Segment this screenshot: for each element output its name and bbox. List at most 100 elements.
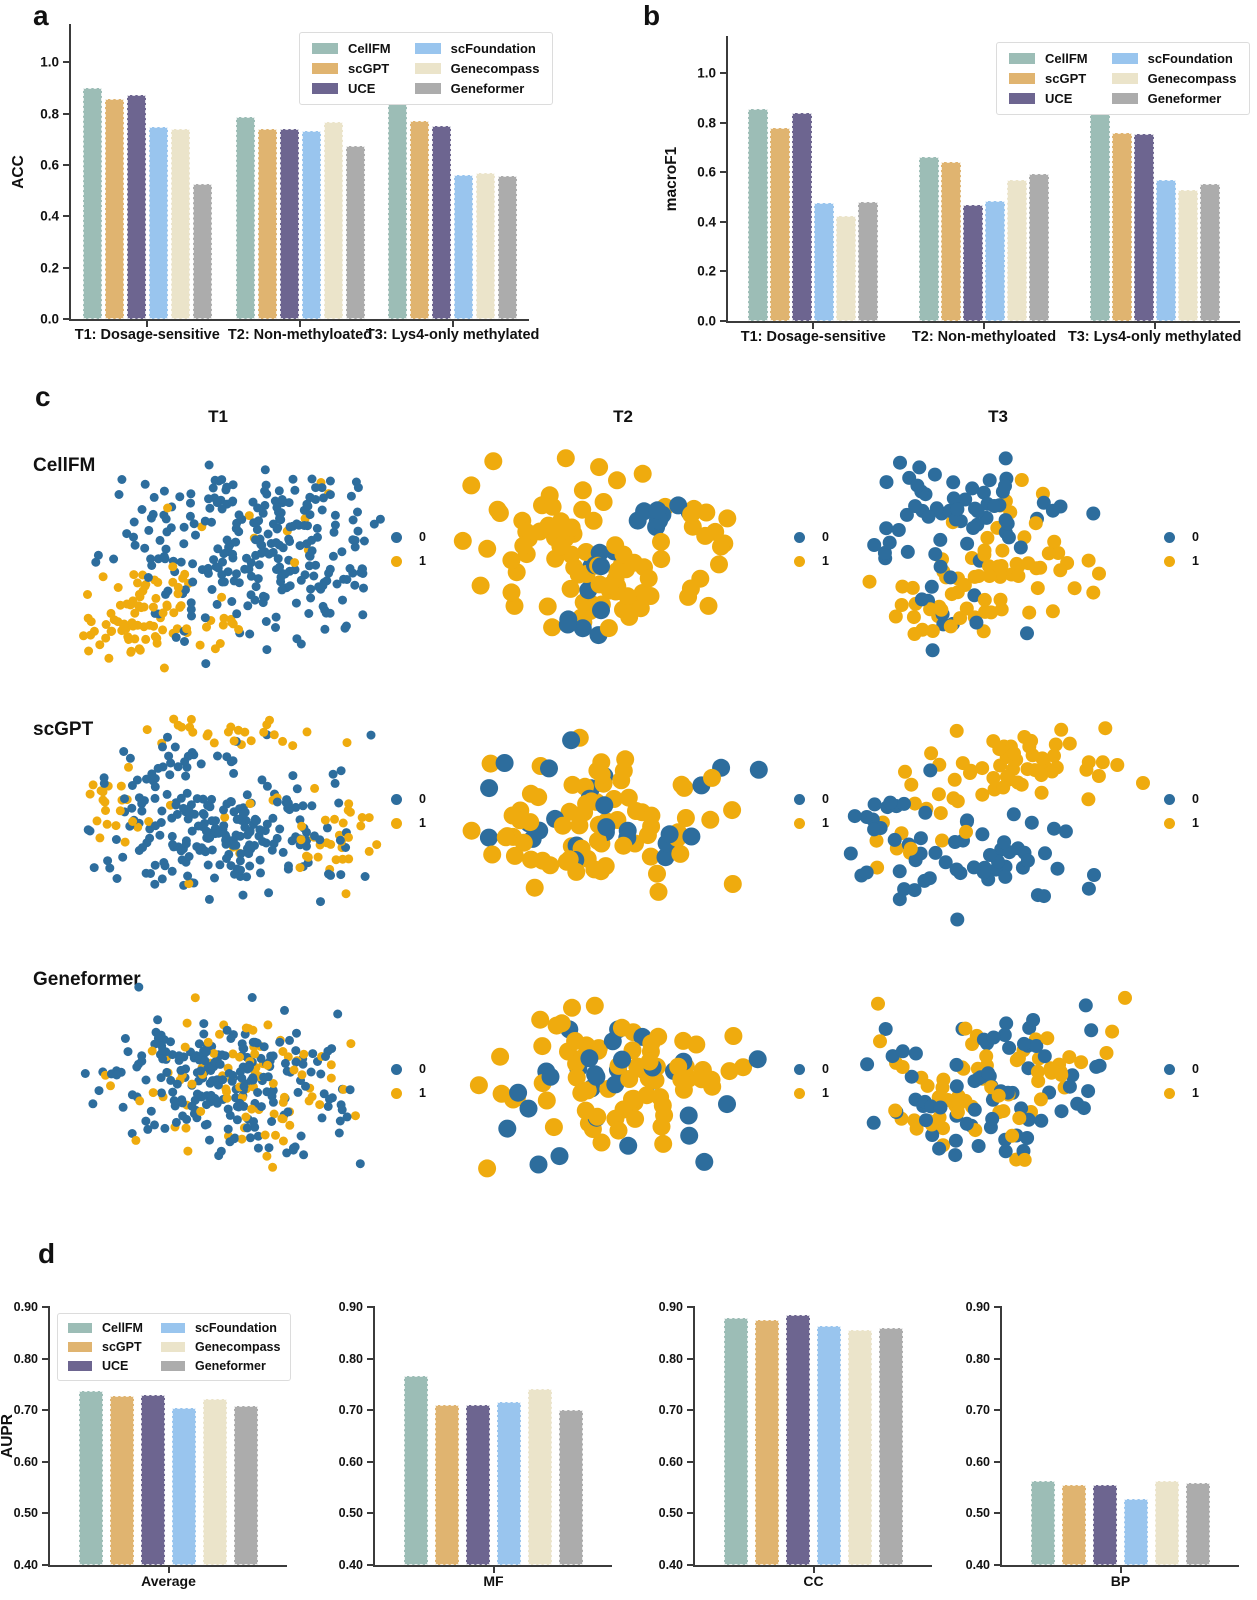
methods-legend: CellFM scGPT UCE scFoundation Genecompas… [996,42,1250,115]
scatter-point-class-0 [234,510,244,520]
scatter-point-class-0 [336,870,346,880]
legend-label: scFoundation [450,41,536,56]
scatter-point-class-0 [213,828,223,838]
bar-scgpt-t2-non-methyloated [257,128,277,319]
scatter-point-class-0 [109,554,119,564]
scatter-point-class-0 [242,872,252,882]
scatter-point-class-0 [221,839,231,849]
scatter-point-class-1 [563,998,581,1017]
scatter-point-class-1 [299,1049,309,1059]
scatter-point-class-1 [992,742,1007,757]
scatter-point-class-1 [608,471,626,490]
bar-genecompass-t2-non-methyloated [323,122,343,319]
scatter-point-class-1 [344,832,353,842]
scatter-point-class-1 [547,1016,566,1035]
scatter-point-class-0 [170,742,180,752]
class-1-label: 1 [822,1086,829,1100]
scatter-point-class-0 [88,1099,98,1109]
scatter-point-class-1 [560,850,579,869]
scatter-point-class-1 [920,1078,935,1093]
scatter-point-class-0 [215,860,225,870]
scatter-point-class-1 [543,618,562,637]
scatter-point-class-0 [243,601,253,611]
scatter-point-class-0 [171,1117,181,1127]
scatter-point-class-1 [614,1100,633,1119]
scatter-point-class-0 [1020,1131,1035,1145]
scatter-point-class-0 [975,827,990,842]
class-1-dot-icon [1164,555,1175,567]
scatter-point-class-0 [146,869,155,878]
scatter-point-class-1 [153,577,163,587]
bar-cellfm-t2-non-methyloated [235,117,255,319]
scatter-point-class-0 [217,570,227,580]
scatter-plot-scgpt-t2 [462,728,768,901]
y-tick [687,1357,695,1360]
legend-item-scfoundation: scFoundation [414,41,540,56]
scatter-point-class-1 [551,512,570,531]
scatter-point-class-0 [185,511,195,521]
scatter-point-class-1 [888,609,903,624]
scatter-point-class-1 [1105,1024,1120,1039]
y-tick-label: 0.6 [40,157,59,173]
scatter-point-class-0 [867,822,882,837]
scatter-point-class-0 [153,1015,163,1025]
panel-d-average-bar-chart: AUPR Average CellFM scGPT UCE scFoundati… [0,1300,292,1589]
scatter-point-class-1 [1074,1055,1089,1070]
scfoundation-swatch-icon [414,43,441,54]
scatter-point-class-0 [321,1052,330,1061]
bar-scfoundation-cc [817,1325,841,1565]
scatter-point-class-0 [166,758,176,768]
scatter-point-class-0 [179,539,189,549]
scatter-point-class-1 [641,847,660,866]
scatter-point-class-0 [188,577,198,587]
scatter-point-class-0 [278,847,288,857]
scatter-point-class-1 [996,780,1011,795]
scatter-point-class-0 [226,797,236,806]
scatter-point-class-0 [318,601,328,611]
scatter-point-class-0 [859,865,874,880]
scatter-point-class-0 [291,1057,301,1067]
scatter-point-class-0 [330,510,340,520]
y-tick-label: 0.50 [658,1506,683,1521]
bar-scgpt-t3-lys4-only-methylated [410,121,430,319]
bar-uce-mf [466,1405,490,1565]
scatter-point-class-1 [573,481,592,500]
scatter-point-class-1 [1098,721,1113,736]
bar-genecompass-t2-non-methyloated [1007,180,1027,321]
scatter-point-class-0 [271,538,281,548]
scatter-point-class-1 [235,1052,244,1062]
scatter-point-class-1 [148,602,158,612]
scatter-point-class-0 [129,517,139,527]
scatter-point-class-0 [680,1126,699,1145]
scatter-point-class-0 [317,1113,327,1123]
y-tick [994,1357,1002,1360]
scatter-point-class-0 [167,831,177,841]
scatter-point-class-0 [165,770,175,780]
legend-label: UCE [102,1359,129,1373]
scatter-point-class-1 [218,620,228,630]
scatter-point-class-1 [462,821,481,840]
scatter-point-class-1 [648,864,666,883]
scatter-point-class-0 [176,793,186,803]
class-1-label: 1 [419,554,426,568]
scatter-point-class-0 [340,623,350,633]
class-1-dot-icon [391,817,402,829]
scatter-point-class-0 [215,1059,225,1069]
scatter-point-class-0 [943,570,958,585]
scatter-point-class-0 [91,557,101,567]
scatter-point-class-1 [873,1034,887,1049]
scatter-point-class-1 [653,1096,672,1115]
scatter-point-class-0 [325,476,335,486]
legend-item-geneformer: Geneformer [414,81,540,96]
scatter-point-class-0 [176,557,186,567]
scatter-point-class-0 [293,1087,303,1097]
class-1-dot-icon [391,555,402,567]
scatter-point-class-0 [338,595,347,605]
scatter-point-class-1 [101,633,111,643]
bar-scgpt-t3-lys4-only-methylated [1111,133,1132,321]
scatter-point-class-0 [208,483,218,493]
scatter-point-class-1 [712,537,730,556]
scatter-point-class-0 [186,498,195,508]
scatter-point-class-0 [159,552,169,561]
scatter-point-class-1 [931,787,946,802]
